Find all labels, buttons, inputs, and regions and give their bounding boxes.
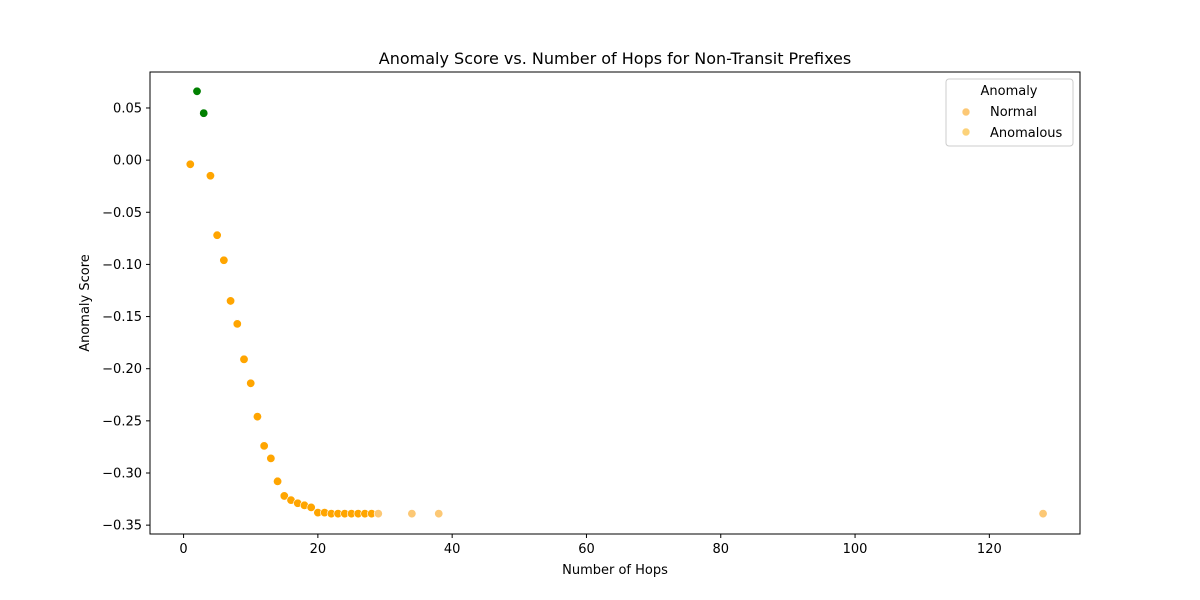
y-tick-label: −0.25 (102, 414, 142, 429)
data-point (1038, 509, 1048, 519)
y-tick-label: −0.30 (102, 466, 142, 481)
y-tick-label: 0.00 (113, 154, 142, 169)
legend-title: Anomaly (980, 84, 1037, 99)
data-point (373, 509, 383, 519)
legend-marker-normal (961, 107, 971, 117)
x-tick-label: 20 (310, 542, 327, 557)
x-axis-title: Number of Hops (562, 563, 668, 578)
x-tick-label: 0 (179, 542, 187, 557)
x-tick-label: 60 (578, 542, 595, 557)
data-point (434, 509, 444, 519)
legend-box (945, 78, 1074, 147)
data-point (212, 230, 222, 240)
y-axis-title: Anomaly Score (78, 254, 93, 352)
x-tick-label: 40 (444, 542, 461, 557)
y-tick-label: −0.35 (102, 519, 142, 534)
data-point (226, 296, 236, 306)
x-axis: 0 20 40 60 80 100 120 (179, 534, 1002, 557)
data-point (239, 354, 249, 364)
legend: Anomaly Normal Anomalous (945, 78, 1074, 147)
x-tick-label: 80 (712, 542, 729, 557)
x-tick-label: 100 (843, 542, 868, 557)
x-tick-label: 120 (977, 542, 1002, 557)
y-tick-label: −0.15 (102, 310, 142, 325)
legend-label-normal: Normal (990, 105, 1037, 120)
data-point (273, 476, 283, 486)
data-point (199, 108, 209, 118)
plot-area (149, 71, 1081, 535)
y-tick-label: −0.05 (102, 206, 142, 221)
data-point (219, 255, 229, 265)
y-axis: 0.05 0.00 −0.05 −0.10 −0.15 −0.20 −0.25 −0.30 −0… (102, 101, 150, 534)
data-point (185, 159, 195, 169)
axes-frame (149, 71, 1081, 535)
data-point (407, 509, 417, 519)
data-point (252, 412, 262, 422)
y-tick-label: −0.10 (102, 258, 142, 273)
y-tick-label: 0.05 (113, 101, 142, 116)
data-points (185, 86, 1048, 519)
chart-title: Anomaly Score vs. Number of Hops for Non… (379, 49, 851, 68)
data-point (279, 491, 289, 501)
y-tick-label: −0.20 (102, 362, 142, 377)
legend-label-anomalous: Anomalous (990, 126, 1063, 141)
legend-marker-anomalous (961, 127, 971, 137)
data-point (266, 453, 276, 463)
data-point (259, 441, 269, 451)
data-point (246, 378, 256, 388)
data-point (205, 171, 215, 181)
data-point (232, 319, 242, 329)
data-point (306, 502, 316, 512)
data-point (192, 86, 202, 96)
